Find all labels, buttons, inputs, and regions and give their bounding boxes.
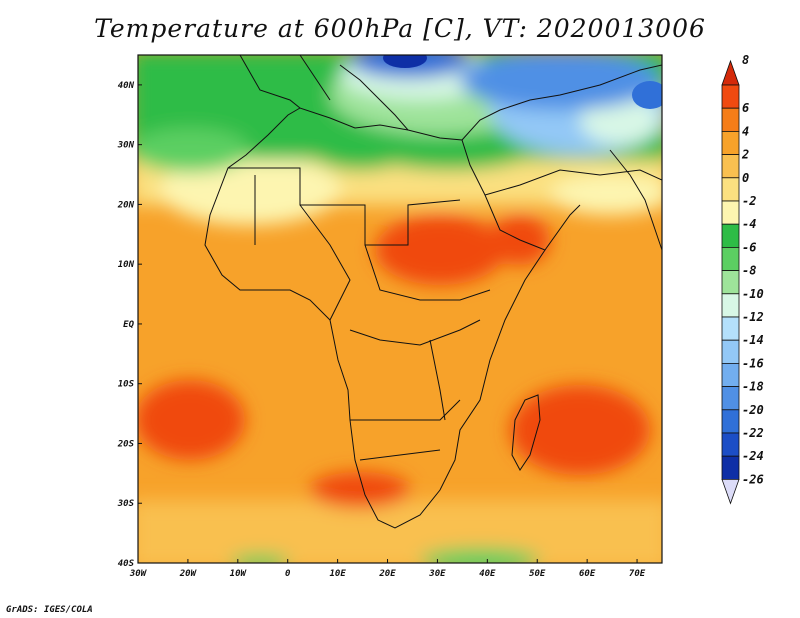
colorbar-swatch bbox=[721, 293, 740, 318]
lon-tick-label: 60E bbox=[579, 569, 596, 579]
lat-tick-label: 20S bbox=[117, 439, 135, 449]
colorbar-label: 4 bbox=[742, 124, 749, 138]
colorbar-label: -24 bbox=[742, 449, 764, 463]
colorbar-label: 6 bbox=[742, 101, 749, 115]
lon-tick-label: 70E bbox=[629, 569, 646, 579]
colorbar-swatch bbox=[721, 84, 740, 109]
colorbar-swatch bbox=[721, 316, 740, 341]
colorbar-label: -12 bbox=[742, 310, 764, 324]
map-title: Temperature at 600hPa [C], VT: 202001300… bbox=[94, 14, 706, 43]
colorbar-label: -26 bbox=[742, 472, 764, 486]
lat-tick-label: 30S bbox=[117, 499, 135, 509]
colorbar-swatch bbox=[721, 154, 740, 179]
axis-ticks: 30W 20W 10W 0 10E 20E 30E 40E 50E 60E 70E 40S 30S 20S… bbox=[117, 81, 646, 579]
colorbar-label: -20 bbox=[742, 403, 764, 417]
lat-tick-label: EQ bbox=[123, 320, 134, 330]
colorbar-label: -22 bbox=[742, 426, 764, 440]
colorbar-label: -16 bbox=[742, 356, 764, 370]
colorbar-label: -2 bbox=[742, 194, 756, 208]
lon-tick-label: 20W bbox=[179, 569, 198, 579]
colorbar-swatch bbox=[721, 455, 740, 480]
colorbar-label: -18 bbox=[742, 380, 764, 394]
colorbar-swatch bbox=[721, 409, 740, 434]
lon-tick-label: 30E bbox=[428, 569, 446, 579]
lat-tick-label: 20N bbox=[117, 200, 135, 210]
colorbar-swatch bbox=[721, 362, 740, 387]
colorbar-label: -4 bbox=[742, 217, 756, 231]
colorbar-swatch bbox=[721, 339, 740, 364]
lat-tick-label: 40N bbox=[118, 81, 135, 91]
lon-tick-label: 10E bbox=[329, 569, 346, 579]
colorbar-label: -8 bbox=[742, 264, 756, 278]
lon-tick-label: 50E bbox=[529, 569, 546, 579]
lon-tick-label: 30W bbox=[129, 569, 148, 579]
colorbar-swatch bbox=[721, 177, 740, 202]
colorbar-swatch bbox=[721, 223, 740, 248]
colorbar: 8 6 4 2 0 -2 -4 -6 -8 -10 -12 -14 -16 -18 -20 -22 -24 -26 bbox=[721, 53, 764, 505]
temperature-field bbox=[138, 55, 662, 563]
colorbar-swatch bbox=[721, 130, 740, 155]
lat-tick-label: 30N bbox=[117, 141, 135, 151]
colorbar-swatch bbox=[721, 107, 740, 132]
colorbar-swatch bbox=[721, 200, 740, 225]
colorbar-swatch bbox=[721, 386, 740, 411]
colorbar-label: 8 bbox=[742, 53, 749, 67]
lon-tick-label: 10W bbox=[230, 569, 248, 579]
plot-frame bbox=[137, 54, 663, 564]
colorbar-swatch bbox=[721, 432, 740, 457]
colorbar-label: -14 bbox=[742, 333, 764, 347]
colorbar-swatch bbox=[721, 246, 740, 271]
colorbar-label: 2 bbox=[741, 148, 749, 162]
colorbar-arrow-top bbox=[721, 59, 740, 86]
lon-tick-label: 20E bbox=[378, 569, 396, 579]
colorbar-arrow-bottom bbox=[721, 479, 740, 505]
colorbar-swatch bbox=[721, 270, 740, 295]
coastlines bbox=[204, 55, 662, 529]
footer-credit: GrADS: IGES/COLA bbox=[6, 605, 93, 615]
lon-tick-label: 40E bbox=[479, 569, 496, 579]
colorbar-label: 0 bbox=[742, 171, 749, 185]
lat-tick-label: 10N bbox=[118, 260, 135, 270]
lon-tick-label: 0 bbox=[285, 569, 291, 579]
colorbar-label: -6 bbox=[742, 240, 756, 254]
lat-tick-label: 10S bbox=[118, 380, 135, 390]
colorbar-label: -10 bbox=[742, 287, 764, 301]
lat-tick-label: 40S bbox=[118, 559, 135, 569]
